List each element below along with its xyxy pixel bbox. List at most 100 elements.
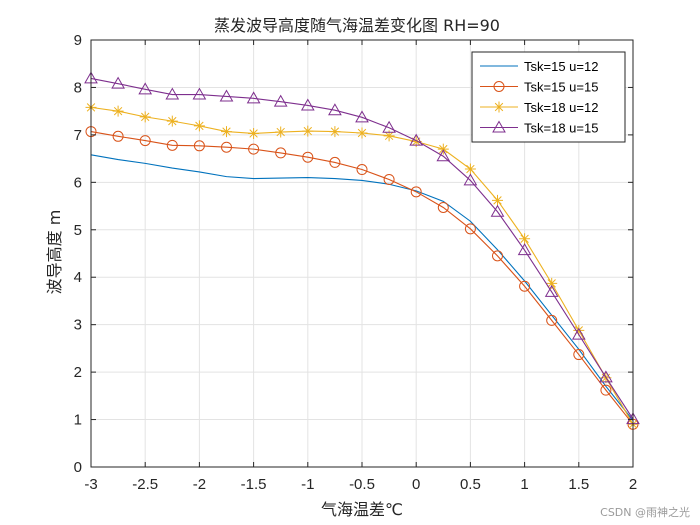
data-point-circle — [248, 143, 260, 155]
data-point-circle — [193, 140, 205, 152]
x-tick-label: 1 — [520, 476, 528, 493]
x-tick-label: -0.5 — [349, 476, 375, 493]
x-tick-label: -1 — [301, 476, 314, 493]
data-point-triangle — [355, 110, 369, 123]
data-point-triangle — [328, 103, 342, 116]
data-point-star — [573, 324, 585, 336]
legend-label: Tsk=15 u=12 — [524, 59, 598, 74]
data-point-circle — [437, 201, 449, 213]
legend-item: Tsk=18 u=12 — [480, 100, 598, 115]
legend-label: Tsk=15 u=15 — [524, 80, 598, 95]
axes: -3 -2.5 -2 -1.5 -1 -0.5 0 0.5 1 1.5 2 0 1 2 3 4 5 6 7 8 9 — [74, 32, 638, 493]
data-point-circle — [139, 135, 151, 147]
x-tick-label: 0 — [412, 476, 420, 493]
data-point-star — [546, 277, 558, 289]
data-point-circle — [383, 173, 395, 185]
data-point-triangle — [490, 204, 505, 217]
data-point-triangle — [544, 284, 559, 297]
x-tick-label: 2 — [629, 476, 637, 493]
data-point-circle — [573, 349, 585, 361]
data-point-star — [383, 130, 395, 142]
data-point-triangle — [409, 133, 424, 146]
data-point-triangle — [436, 149, 451, 162]
data-point-circle — [275, 147, 287, 159]
y-tick-label: 7 — [74, 127, 82, 144]
x-tick-label: -3 — [84, 476, 97, 493]
x-tick-label: 0.5 — [460, 476, 481, 493]
data-point-triangle — [246, 91, 261, 104]
data-point-triangle — [111, 76, 125, 89]
series-line — [90, 154, 634, 421]
data-point-triangle — [382, 120, 396, 133]
data-point-circle — [600, 384, 612, 396]
y-tick-label: 5 — [74, 222, 82, 239]
data-point-triangle — [273, 94, 288, 107]
x-tick-label: -1.5 — [241, 476, 267, 493]
y-tick-label: 8 — [74, 79, 82, 96]
x-tick-label: -2 — [193, 476, 206, 493]
legend-item: Tsk=15 u=12 — [480, 59, 598, 74]
data-point-circle — [492, 250, 503, 262]
data-point-circle — [410, 186, 422, 198]
y-tick-label: 4 — [74, 269, 82, 286]
y-tick-label: 0 — [74, 459, 82, 476]
data-point-triangle — [300, 98, 315, 111]
data-point-star — [248, 127, 260, 139]
data-point-circle — [302, 151, 314, 163]
data-point-triangle — [219, 89, 234, 102]
data-point-star — [329, 126, 341, 138]
series-line — [90, 131, 634, 425]
x-axis-label: 气海温差℃ — [321, 500, 403, 519]
y-tick-label: 3 — [74, 317, 82, 334]
data-point-triangle — [138, 82, 153, 95]
data-point-circle — [112, 130, 124, 142]
data-point-star — [493, 101, 505, 113]
legend-label: Tsk=18 u=12 — [524, 100, 598, 115]
y-tick-label: 2 — [74, 364, 82, 381]
legend-item: Tsk=18 u=15 — [480, 120, 598, 136]
data-point-circle — [166, 139, 178, 151]
data-point-star — [193, 120, 205, 132]
data-point-star — [139, 111, 151, 123]
data-point-star — [356, 127, 368, 139]
data-point-star — [302, 125, 314, 137]
data-point-circle — [356, 164, 368, 176]
data-point-circle — [464, 223, 476, 235]
data-point-circle — [546, 314, 558, 326]
data-point-circle — [493, 81, 505, 92]
data-point-star — [519, 233, 531, 245]
data-point-triangle — [192, 87, 207, 100]
data-point-triangle — [571, 327, 586, 340]
series-3 — [85, 101, 639, 430]
data-point-star — [437, 143, 449, 155]
chart-title: 蒸发波导高度随气海温差变化图 RH=90 — [214, 16, 500, 35]
y-tick-label: 6 — [74, 174, 82, 191]
data-point-star — [221, 126, 232, 138]
data-point-circle — [221, 141, 232, 153]
series-2 — [85, 126, 639, 430]
legend-label: Tsk=18 u=15 — [524, 121, 598, 136]
data-point-star — [275, 126, 287, 138]
series-1 — [90, 154, 634, 421]
data-point-triangle — [599, 370, 613, 383]
legend: Tsk=15 u=12 Tsk=15 u=15 Tsk=18 u=12 Tsk=18 … — [471, 51, 626, 143]
data-point-star — [166, 115, 178, 127]
y-axis-label: 波导高度 m — [45, 210, 64, 295]
data-point-star — [492, 194, 503, 206]
data-point-star — [410, 136, 422, 148]
x-tick-label: -2.5 — [132, 476, 158, 493]
data-point-circle — [519, 280, 531, 292]
watermark-text: CSDN @雨神之光 — [600, 505, 690, 519]
plot-series — [84, 71, 640, 430]
data-point-triangle — [517, 243, 532, 256]
data-point-triangle — [463, 173, 478, 186]
x-tick-label: 1.5 — [568, 476, 589, 493]
y-tick-label: 9 — [74, 32, 82, 49]
series-line — [90, 77, 634, 420]
y-tick-label: 1 — [74, 412, 82, 429]
legend-item: Tsk=15 u=15 — [480, 80, 598, 95]
data-point-star — [464, 163, 476, 175]
data-point-triangle — [492, 120, 506, 133]
